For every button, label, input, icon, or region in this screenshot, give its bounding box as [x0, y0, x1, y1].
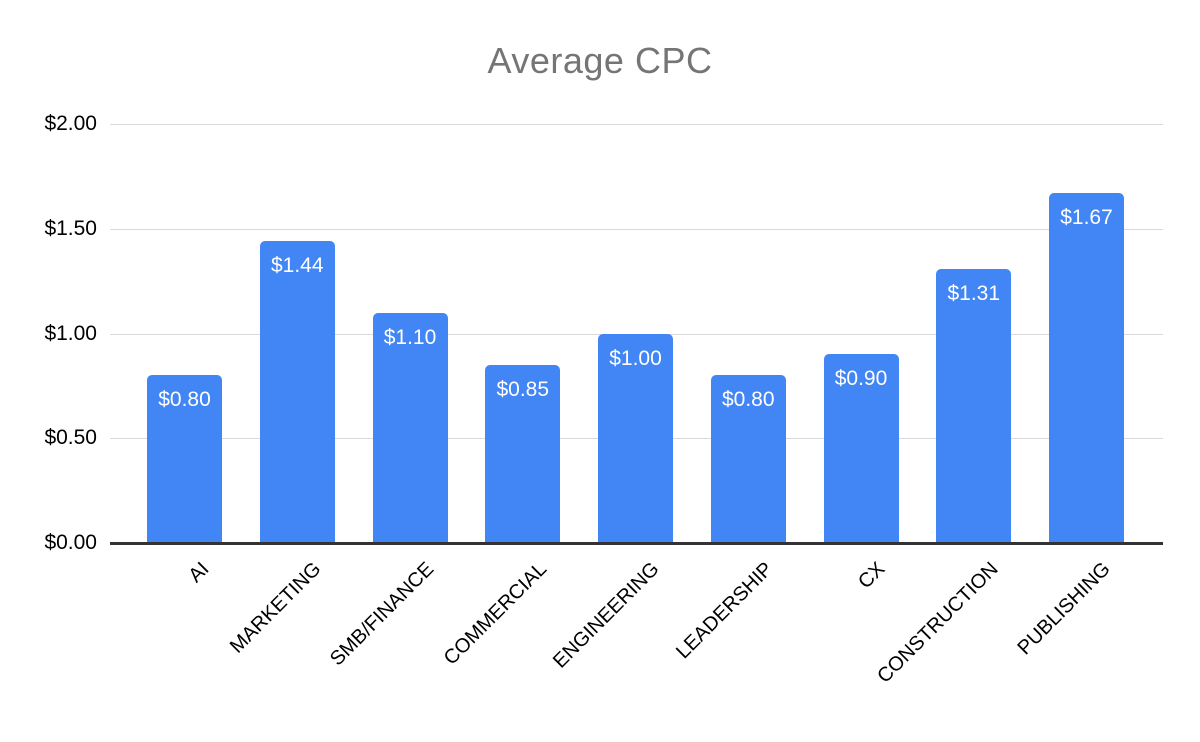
x-axis-category-label: CONSTRUCTION [872, 558, 1003, 688]
y-axis-tick-label: $1.00 [44, 321, 97, 345]
y-axis-tick-label: $2.00 [44, 112, 97, 135]
x-axis-category-label: ENGINEERING [549, 558, 665, 673]
x-axis-baseline [110, 541, 1163, 545]
x-axis-category-label: SMB/FINANCE [326, 558, 439, 671]
bar-cx[interactable]: $0.90 [823, 354, 899, 543]
bar-value-label: $1.67 [1060, 206, 1113, 230]
y-axis: $0.00 $0.50 $1.00 $1.50 $2.00 [0, 113, 97, 554]
x-axis-category-label: LEADERSHIP [671, 558, 777, 664]
bar-leadership[interactable]: $0.80 [710, 375, 786, 543]
x-axis-category-label: CX [854, 558, 890, 594]
bar-construction[interactable]: $1.31 [936, 268, 1012, 543]
bar-engineering[interactable]: $1.00 [598, 333, 673, 543]
bar-commercial[interactable]: $0.85 [485, 364, 561, 543]
x-axis-category-label: COMMERCIAL [439, 558, 552, 670]
bar-value-label: $0.90 [834, 367, 888, 391]
bar-marketing[interactable]: $1.44 [259, 241, 335, 543]
bar-value-label: $0.85 [496, 377, 550, 401]
x-axis-category-label: PUBLISHING [1013, 558, 1116, 660]
y-axis-tick-label: $1.50 [44, 216, 97, 240]
bar-value-label: $1.00 [609, 346, 662, 370]
bar-value-label: $0.80 [158, 388, 211, 412]
gridline [110, 124, 1163, 125]
bar-value-label: $1.10 [383, 325, 437, 349]
gridline [110, 228, 1163, 230]
bar-publishing[interactable]: $1.67 [1049, 193, 1124, 543]
y-axis-tick-label: $0.00 [44, 531, 97, 554]
bar-smb-finance[interactable]: $1.10 [372, 312, 448, 543]
plot-area: $0.80 $1.44 $1.10 $0.85 $1.00 $0.80 $0.90 $1.31… [110, 124, 1163, 545]
bar-value-label: $1.44 [270, 254, 324, 278]
y-axis-tick-label: $0.50 [44, 426, 97, 450]
x-axis-category-label: AI [184, 558, 214, 587]
bar-ai[interactable]: $0.80 [147, 375, 222, 543]
bar-value-label: $0.80 [721, 388, 775, 412]
chart-title: Average CPC [487, 40, 713, 81]
x-axis-category-label: MARKETING [226, 558, 326, 658]
bar-value-label: $1.31 [947, 281, 1001, 305]
